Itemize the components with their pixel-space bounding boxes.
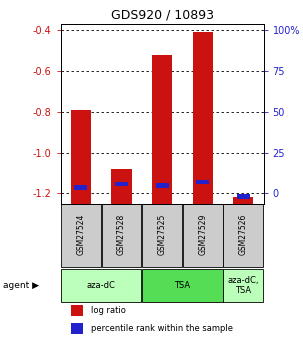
Bar — [223, 269, 263, 302]
Text: GSM27524: GSM27524 — [76, 214, 85, 255]
Text: GSM27526: GSM27526 — [239, 214, 248, 255]
Bar — [223, 204, 263, 267]
Text: aza-dC: aza-dC — [87, 281, 116, 290]
Bar — [61, 204, 101, 267]
Text: aza-dC,
TSA: aza-dC, TSA — [228, 276, 259, 295]
Title: GDS920 / 10893: GDS920 / 10893 — [111, 9, 214, 22]
Bar — [183, 204, 223, 267]
Text: GSM27525: GSM27525 — [158, 214, 167, 255]
Bar — [71, 110, 91, 204]
Text: percentile rank within the sample: percentile rank within the sample — [91, 324, 233, 333]
Bar — [193, 32, 213, 204]
Bar — [75, 185, 87, 190]
Bar — [115, 181, 128, 186]
Text: TSA: TSA — [174, 281, 191, 290]
Text: GSM27528: GSM27528 — [117, 214, 126, 255]
Bar — [61, 269, 142, 302]
Bar — [152, 55, 172, 204]
Text: log ratio: log ratio — [91, 306, 126, 315]
Bar — [142, 204, 182, 267]
Bar — [237, 194, 250, 199]
Bar — [71, 305, 83, 316]
Bar — [71, 323, 83, 334]
Bar — [233, 197, 253, 204]
Text: agent ▶: agent ▶ — [3, 281, 39, 290]
Bar — [112, 169, 132, 204]
Bar — [196, 180, 209, 184]
Bar — [102, 204, 142, 267]
Bar — [156, 183, 168, 188]
Bar — [142, 269, 223, 302]
Text: GSM27529: GSM27529 — [198, 214, 207, 255]
